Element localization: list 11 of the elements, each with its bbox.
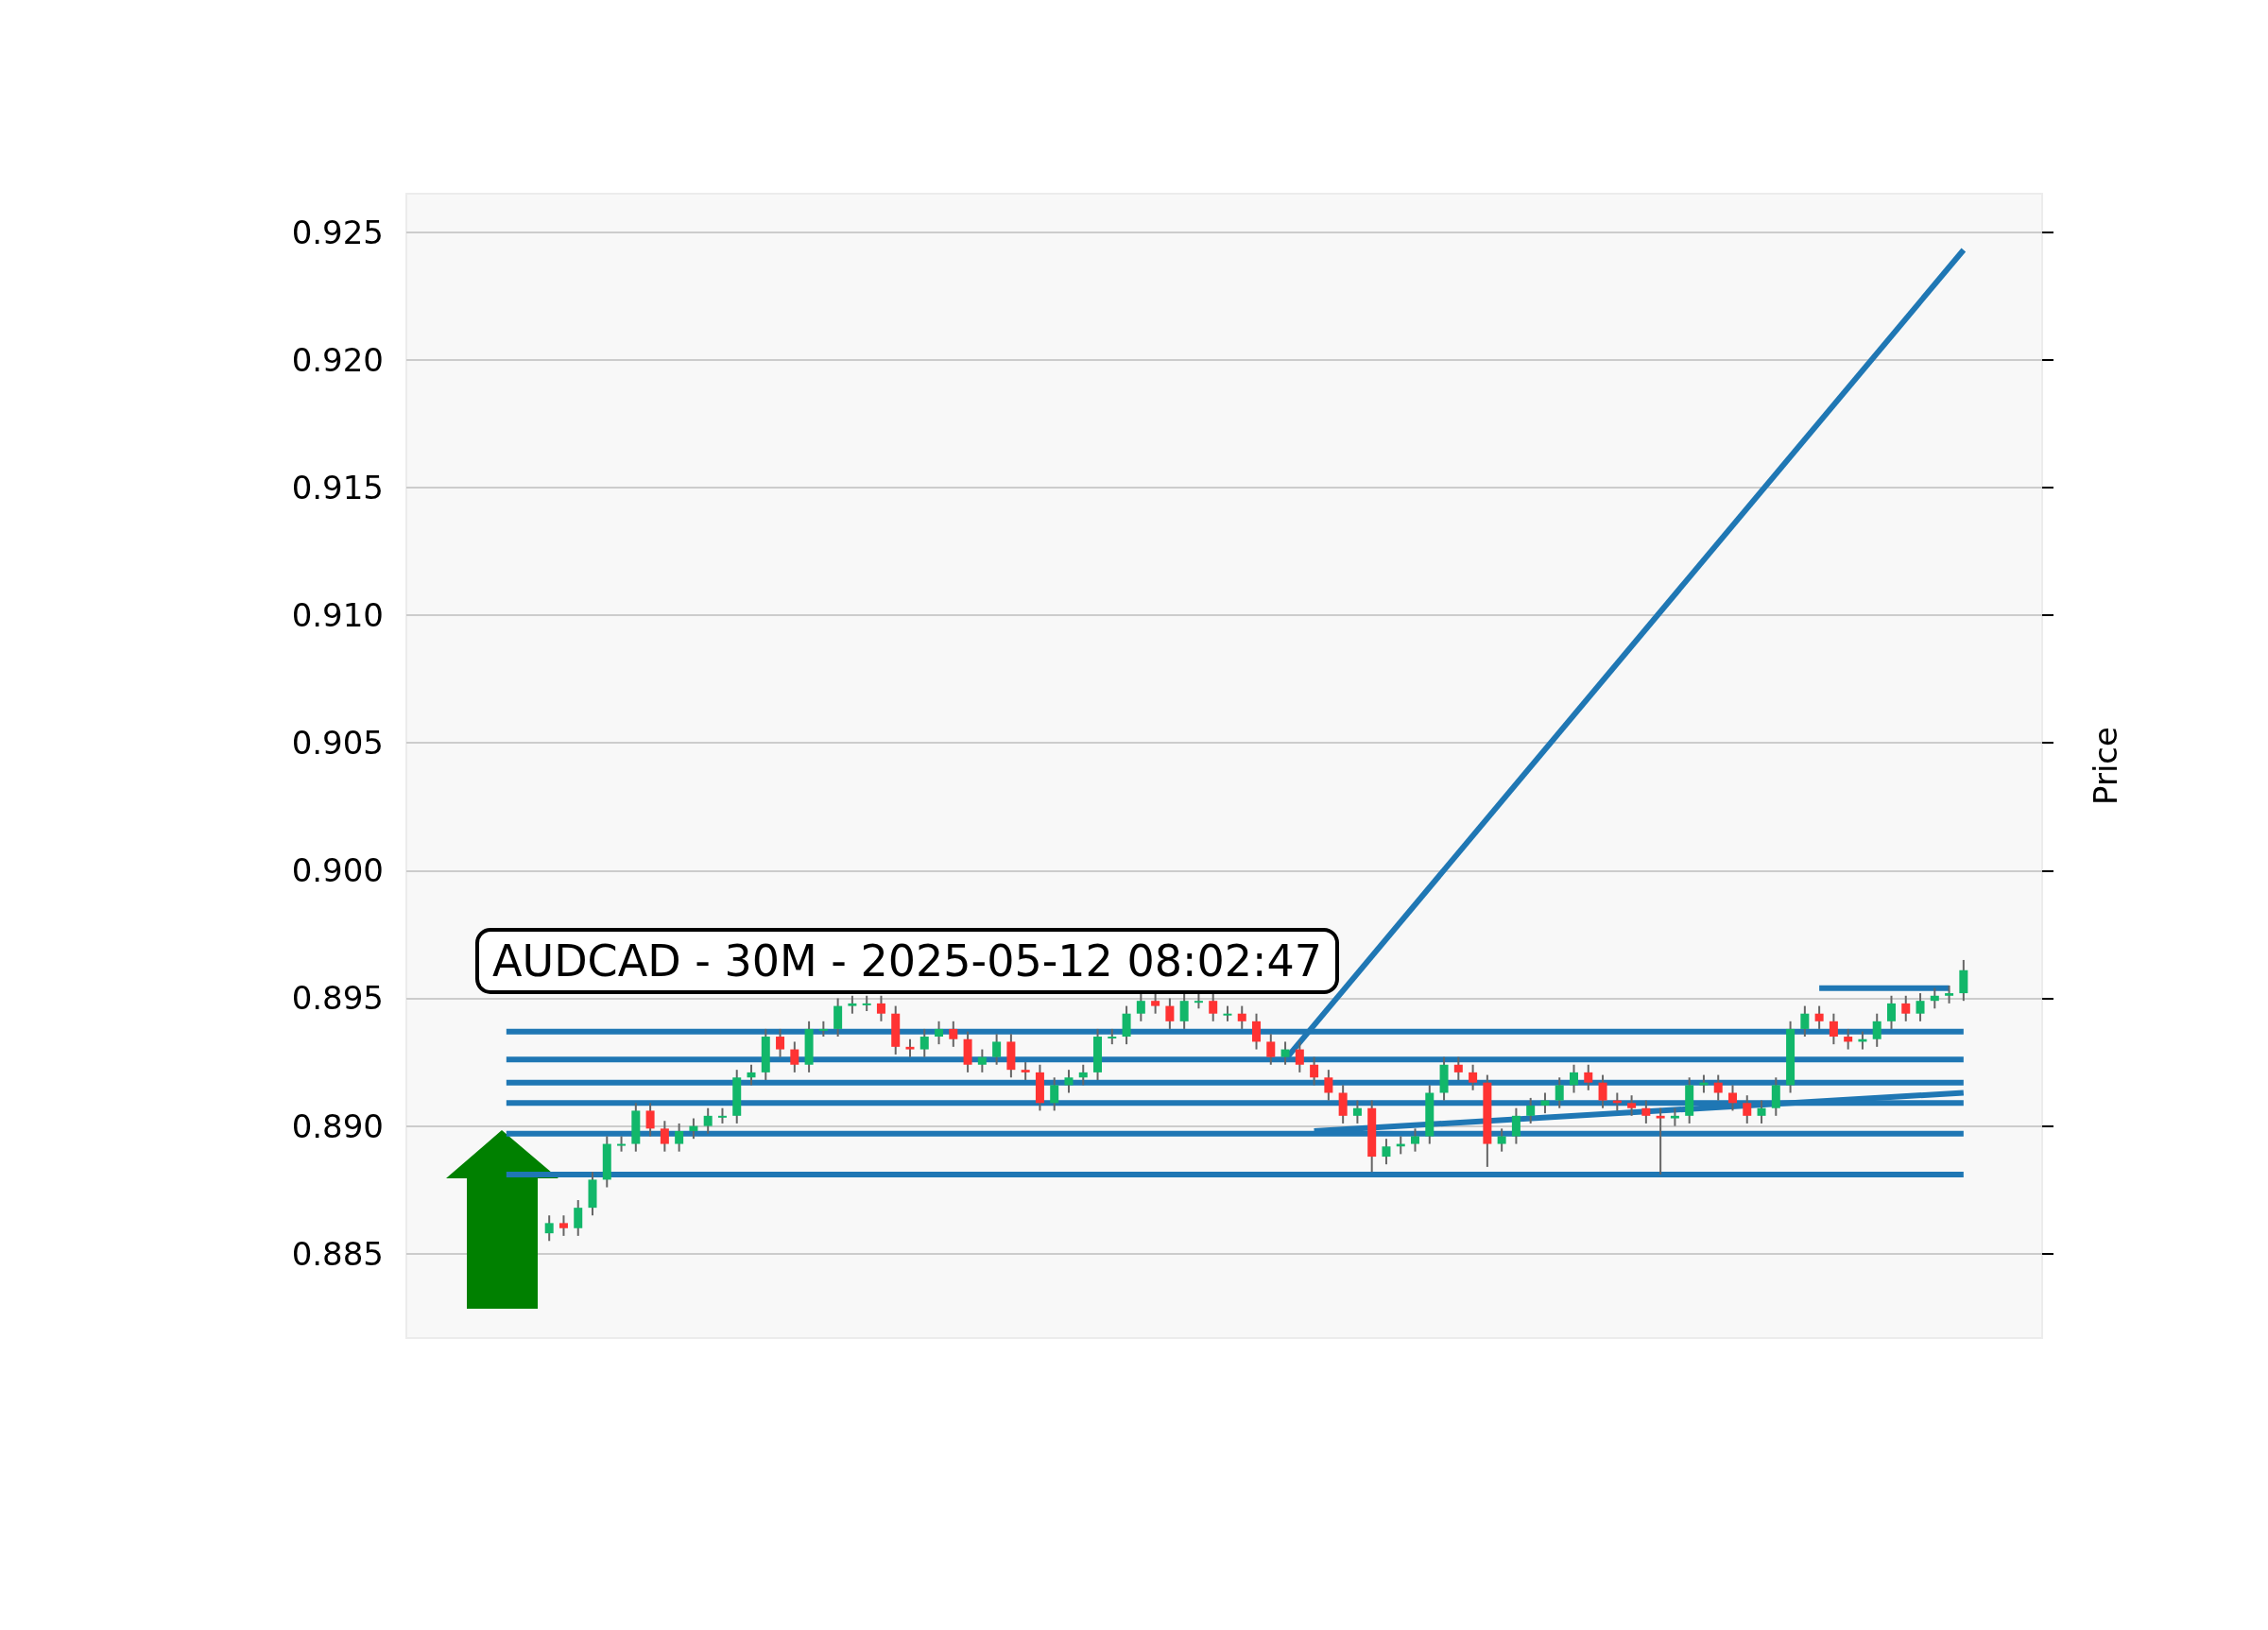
y-tick-label: 0.900 [291,851,384,890]
y-tick-label: 0.915 [291,468,384,506]
y-tick-label: 0.910 [291,596,384,635]
y-tick-label: 0.905 [291,724,384,763]
y-tick-label: 0.890 [291,1107,384,1145]
text: AUDCAD - 30M - 2025-05-12 08:02:47 [492,935,1323,987]
y-tick-label: 0.885 [291,1234,384,1273]
y-tick-label: 0.895 [291,979,384,1018]
y-tick-label: 0.925 [291,213,384,251]
y-axis-title: Price [2087,727,2124,805]
y-tick-label: 0.920 [291,340,384,379]
